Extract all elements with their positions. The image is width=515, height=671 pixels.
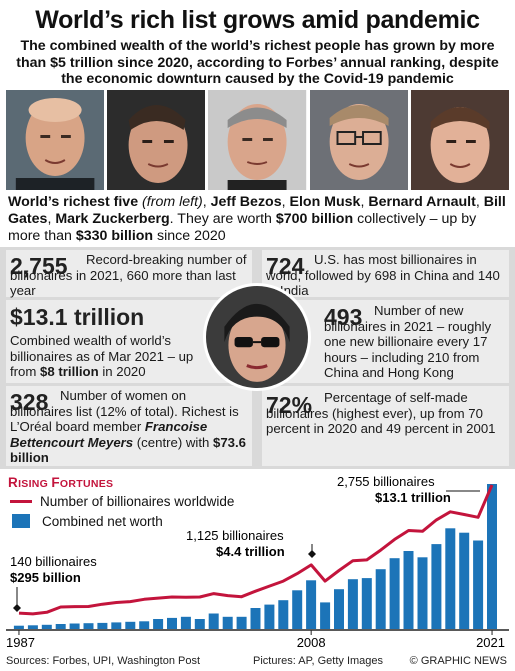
- page-title: World’s rich list grows amid pandemic: [35, 6, 480, 34]
- net-worth-bar-2014: [389, 558, 400, 629]
- caption-from-left: (from left): [142, 194, 203, 210]
- annotation-2021-count: 2,755 billionaires: [337, 474, 435, 489]
- footer-credit: © GRAPHIC NEWS: [409, 655, 507, 667]
- net-worth-bar-2011: [347, 579, 358, 629]
- photo-bernard-arnault: [208, 90, 307, 190]
- net-worth-bar-1994: [111, 622, 122, 629]
- stat-new: 493 Number of new billionaires in 2021 –…: [262, 300, 509, 383]
- net-worth-bar-2015: [403, 551, 414, 629]
- stat-billionaires: 2,755 Record-breaking number of billiona…: [6, 250, 252, 298]
- net-worth-bar-2017: [431, 544, 442, 629]
- footer-sources: Sources: Forbes, UPI, Washington Post: [6, 655, 201, 667]
- net-worth-bar-2021: [487, 484, 497, 629]
- stat-wealth-value: $13.1 trillion: [10, 304, 145, 330]
- net-worth-bar-2008: [306, 580, 317, 629]
- net-worth-bar-2016: [417, 557, 428, 629]
- chart-legend: Number of billionaires worldwide Combine…: [10, 491, 234, 531]
- net-worth-bar-2013: [375, 569, 386, 629]
- net-worth-bar-2002: [222, 616, 233, 629]
- page-subtitle: The combined wealth of the world’s riche…: [16, 38, 499, 87]
- net-worth-bar-1991: [69, 623, 80, 629]
- net-worth-bar-2004: [250, 608, 261, 629]
- net-worth-bar-1987: [13, 625, 24, 629]
- net-worth-bar-2003: [236, 616, 247, 629]
- photo-elon-musk: [107, 90, 206, 190]
- net-worth-bar-1996: [139, 621, 150, 629]
- net-worth-bar-1998: [167, 617, 177, 629]
- annotation-1987-marker: [13, 604, 21, 612]
- annotation-2008-count: 1,125 billionaires: [186, 528, 284, 543]
- stat-new-value: 493: [324, 304, 363, 330]
- chart-title: RISING FORTUNES: [8, 475, 114, 490]
- caption: World’s richest five (from left), Jeff B…: [8, 194, 506, 244]
- caption-name: Mark Zuckerberg: [55, 211, 170, 227]
- x-tick-label-2021: 2021: [476, 635, 505, 650]
- net-worth-bar-2012: [361, 578, 372, 629]
- caption-name: Jeff Bezos: [210, 194, 282, 210]
- x-tick-label-1987: 1987: [6, 635, 35, 650]
- legend-line-label: Number of billionaires worldwide: [40, 493, 235, 509]
- annotation-2021-worth: $13.1 trillion: [375, 490, 451, 505]
- stat-us-value: 724: [266, 253, 305, 279]
- portrait-francoise-bettencourt-meyers: [203, 283, 311, 391]
- net-worth-bar-1992: [83, 623, 94, 629]
- legend-bar-label: Combined net worth: [42, 513, 163, 529]
- net-worth-bar-1995: [125, 621, 136, 629]
- caption-lead: World’s richest five: [8, 194, 139, 210]
- net-worth-bar-2010: [334, 589, 344, 629]
- net-worth-bars: [13, 484, 497, 629]
- caption-worth: $700 billion: [275, 211, 354, 227]
- legend-bar-swatch: [12, 514, 30, 528]
- stat-us-text: U.S. has most billionaires in world, fol…: [266, 252, 500, 298]
- stat-women-text: Number of women on billionaires list (12…: [10, 388, 247, 465]
- legend-item-bar: Combined net worth: [10, 511, 234, 531]
- stat-women-value: 328: [10, 389, 49, 415]
- annotation-2008-marker: [308, 550, 316, 558]
- photo-jeff-bezos: [6, 90, 105, 190]
- net-worth-bar-1988: [27, 625, 38, 629]
- stat-women: 328 Number of women on billionaires list…: [6, 386, 252, 466]
- net-worth-bar-2009: [320, 602, 331, 629]
- net-worth-bar-2019: [459, 532, 470, 629]
- net-worth-bar-1997: [153, 619, 164, 629]
- net-worth-bar-2000: [194, 619, 205, 629]
- stat-selfmade-value: 72%: [266, 392, 313, 418]
- caption-increase: $330 billion: [75, 228, 154, 244]
- caption-name: Bernard Arnault: [368, 194, 476, 210]
- stat-us: 724 U.S. has most billionaires in world,…: [262, 250, 509, 298]
- caption-sep: ,: [202, 194, 211, 210]
- rising-fortunes-chart: 1987 2008 2021 140 billionaires $295 billi…: [6, 474, 509, 650]
- net-worth-bar-2001: [208, 613, 219, 629]
- stat-wealth-text: Combined wealth of world’s billionaires …: [10, 333, 194, 379]
- caption-name: Bill Gates: [8, 194, 506, 227]
- stat-selfmade: 72% Percentage of self-made billionaires…: [262, 386, 509, 466]
- net-worth-bar-1993: [97, 622, 108, 629]
- caption-name: Elon Musk: [289, 194, 361, 210]
- net-worth-bar-2020: [473, 540, 484, 629]
- x-ticks: 1987 2008 2021: [6, 630, 505, 650]
- net-worth-bar-2007: [292, 590, 303, 629]
- legend-line-swatch: [10, 499, 32, 503]
- net-worth-bar-1999: [180, 616, 191, 629]
- stat-selfmade-text: Percentage of self-made billionaires (hi…: [266, 390, 496, 436]
- stat-billionaires-text: Record-breaking number of billionaires i…: [10, 252, 247, 298]
- stat-new-text: Number of new billionaires in 2021 – rou…: [324, 303, 492, 380]
- net-worth-bar-2006: [278, 600, 289, 629]
- annotation-1987-worth: $295 billion: [10, 570, 81, 585]
- annotation-1987-count: 140 billionaires: [10, 554, 97, 569]
- x-tick-label-2008: 2008: [297, 635, 326, 650]
- legend-item-line: Number of billionaires worldwide: [10, 491, 234, 511]
- photo-mark-zuckerberg: [410, 90, 510, 190]
- net-worth-bar-1989: [41, 624, 52, 629]
- footer-pictures: Pictures: AP, Getty Images: [253, 655, 384, 667]
- billionaires-line: [18, 484, 494, 616]
- net-worth-bar-1990: [55, 624, 66, 629]
- footer: Sources: Forbes, UPI, Washington Post Pi…: [0, 652, 515, 671]
- photo-bill-gates: [309, 90, 408, 190]
- net-worth-bar-2018: [445, 528, 456, 629]
- photo-strip: [6, 90, 510, 190]
- stat-billionaires-value: 2,755: [10, 253, 68, 279]
- annotation-2008-worth: $4.4 trillion: [216, 544, 285, 559]
- net-worth-bar-2005: [264, 604, 275, 629]
